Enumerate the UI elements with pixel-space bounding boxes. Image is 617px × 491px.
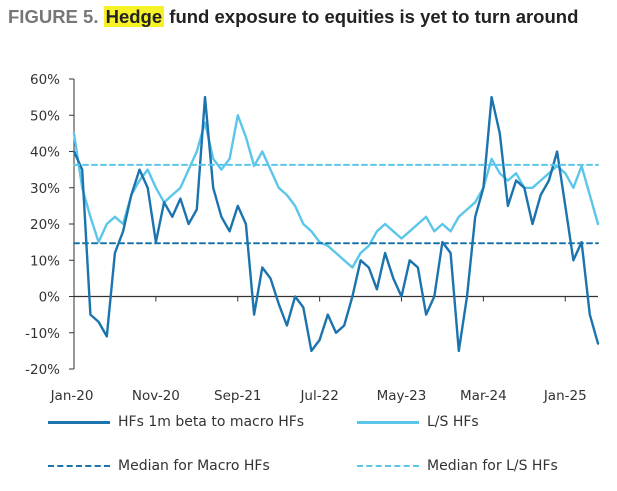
legend-label-median-macro: Median for Macro HFs bbox=[118, 458, 270, 474]
legend-item-median-macro: Median for Macro HFs bbox=[48, 458, 270, 474]
x-tick-label: Mar-24 bbox=[460, 388, 507, 404]
series-line-ls bbox=[72, 114, 600, 269]
legend-swatch-median-ls bbox=[357, 465, 419, 467]
legend-item-beta: HFs 1m beta to macro HFs bbox=[48, 414, 304, 430]
y-tick-label: 40% bbox=[30, 145, 60, 161]
legend-swatch-median-macro bbox=[48, 465, 110, 467]
y-tick-label: 50% bbox=[30, 108, 60, 124]
legend-label-median-ls: Median for L/S HFs bbox=[427, 458, 558, 474]
y-tick-label: 0% bbox=[39, 290, 61, 306]
y-tick-label: 20% bbox=[30, 217, 60, 233]
legend-swatch-ls bbox=[357, 420, 419, 424]
y-tick-label: -20% bbox=[25, 362, 60, 378]
y-tick-label: 60% bbox=[30, 72, 60, 88]
y-tick-label: 30% bbox=[30, 181, 60, 197]
legend-item-median-ls: Median for L/S HFs bbox=[357, 458, 558, 474]
y-tick-label: -10% bbox=[25, 326, 60, 342]
series-line-beta bbox=[72, 95, 600, 353]
title-highlight: Hedge bbox=[103, 6, 165, 27]
x-tick-label: Jan-20 bbox=[50, 388, 94, 404]
x-tick-label: Sep-21 bbox=[214, 388, 262, 404]
legend-label-beta: HFs 1m beta to macro HFs bbox=[118, 414, 305, 430]
x-tick-label: Jan-25 bbox=[543, 388, 587, 404]
y-tick-label: 10% bbox=[30, 253, 60, 269]
title-rest: fund exposure to equities is yet to turn… bbox=[169, 6, 579, 27]
legend-swatch-beta bbox=[48, 420, 110, 424]
legend-item-ls: L/S HFs bbox=[357, 414, 479, 430]
x-tick-label: May-23 bbox=[377, 388, 427, 404]
legend-label-ls: L/S HFs bbox=[427, 414, 479, 430]
x-tick-label: Nov-20 bbox=[132, 388, 180, 404]
figure-label: FIGURE 5. bbox=[8, 6, 99, 27]
chart-title: FIGURE 5. Hedge fund exposure to equitie… bbox=[8, 6, 578, 28]
x-tick-label: Jul-22 bbox=[299, 388, 338, 404]
